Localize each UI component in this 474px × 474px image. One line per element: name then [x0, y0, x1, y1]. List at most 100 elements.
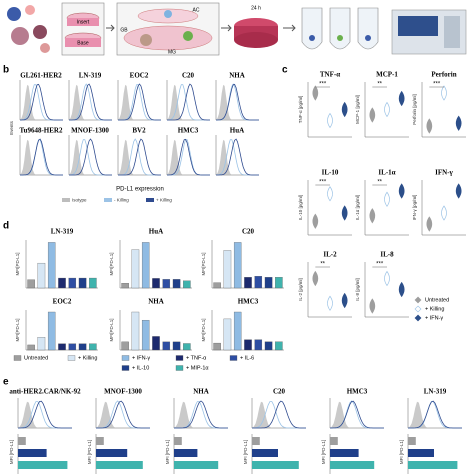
plot-title: NHA [148, 298, 164, 306]
y-axis-label: IL-2 [pg/ml] [298, 278, 303, 301]
plot-title: Perforin [431, 71, 456, 79]
isotype-histogram [252, 401, 306, 428]
bar [152, 278, 160, 289]
axis [364, 262, 409, 318]
y-axis-label: MFI[PD-L1] [201, 252, 206, 275]
violin [369, 208, 376, 224]
legend-label: + IL-6 [240, 355, 254, 361]
y-axis-label: MFI[PD-L1] [109, 318, 114, 341]
bar [18, 449, 47, 457]
gb-label: GB [120, 27, 128, 33]
violin [441, 85, 447, 101]
significance: ** [377, 180, 382, 186]
bar [141, 242, 150, 289]
significance: ** [320, 262, 325, 268]
violin [327, 112, 333, 129]
bar [174, 461, 219, 469]
histogram-line [118, 138, 161, 176]
legend-label: - Killing [114, 198, 129, 203]
y-axis-label: IL-10 [pg/ml] [298, 195, 303, 220]
plot-title: IL-2 [323, 251, 337, 259]
bar [233, 311, 242, 351]
cell-line-title: BV2 [132, 127, 146, 135]
bar [172, 341, 181, 351]
isotype-histogram [330, 401, 384, 428]
bar [96, 437, 104, 445]
bar [96, 449, 128, 457]
violin [384, 101, 390, 118]
plot-title: HuA [149, 228, 163, 236]
bar [162, 341, 171, 351]
bar [275, 341, 283, 351]
y-axis-label: MFI[PD-L1] [109, 252, 114, 275]
cell-line-title: LN-319 [79, 72, 102, 80]
panel-label: b [3, 65, 9, 76]
bar [121, 283, 129, 289]
cell-line-title: C20 [182, 72, 195, 80]
legend-label: + Killing [425, 306, 444, 312]
axis [307, 262, 352, 318]
bar [223, 318, 232, 351]
bar [121, 341, 129, 351]
legend-label: Untreated [425, 297, 449, 303]
legend-symbol [414, 314, 422, 322]
bar [174, 449, 198, 457]
legend-swatch [13, 355, 22, 361]
axis [421, 82, 466, 138]
bar [244, 277, 252, 289]
bar [58, 277, 66, 289]
cell-line-title: NHA [229, 72, 245, 80]
isotype-histogram [216, 139, 259, 175]
bar [89, 343, 97, 351]
significance: *** [433, 82, 441, 88]
cell-line-title: GL261-HER2 [20, 72, 62, 80]
axis [364, 82, 409, 138]
mg-label: MG [168, 49, 176, 55]
isotype-histogram [18, 401, 72, 428]
histogram-line [118, 138, 161, 176]
bar [141, 319, 150, 351]
bar [408, 437, 416, 445]
histogram-line [174, 400, 228, 429]
bar [264, 341, 273, 351]
y-axis-label: MFI [PD-L1] [87, 440, 92, 464]
bar [408, 449, 434, 457]
ac-label: AC [193, 7, 200, 13]
violin [398, 183, 405, 199]
bar [408, 461, 458, 469]
bar [252, 449, 278, 457]
bar [78, 277, 87, 289]
violin [455, 115, 462, 131]
histogram-line [216, 138, 259, 176]
isotype-histogram [408, 401, 462, 428]
violin [455, 183, 462, 199]
time-label: 24 h [251, 5, 261, 11]
histogram-line [167, 83, 210, 121]
plot-title: MNOF-1300 [104, 388, 142, 396]
histogram-line [96, 400, 150, 429]
cell-line-title: MNOF-1300 [71, 127, 109, 135]
legend-label: + Killing [156, 198, 172, 203]
y-axis-label: IL-8 [pg/ml] [355, 278, 360, 301]
plot-title: C20 [273, 388, 286, 396]
legend-label: + IFN-γ [425, 315, 443, 321]
plot-title: IL-8 [380, 251, 394, 259]
histogram-line [330, 400, 384, 429]
violin [312, 213, 319, 229]
violin [441, 205, 447, 221]
histogram-line [118, 83, 161, 121]
plot-title: LN-319 [51, 228, 74, 236]
legend-symbol [414, 305, 422, 313]
plot-title: anti-HER2.CAR/NK-92 [9, 388, 81, 396]
bar [330, 449, 359, 457]
bar [183, 343, 191, 351]
bar [252, 461, 299, 469]
axis [307, 180, 352, 236]
legend-label: + Killing [78, 355, 97, 361]
histogram-line [166, 84, 210, 121]
legend-swatch [104, 198, 112, 202]
bar [213, 282, 221, 289]
isotype-histogram [118, 84, 161, 120]
legend-swatch [67, 355, 76, 361]
histogram-line [20, 138, 63, 176]
